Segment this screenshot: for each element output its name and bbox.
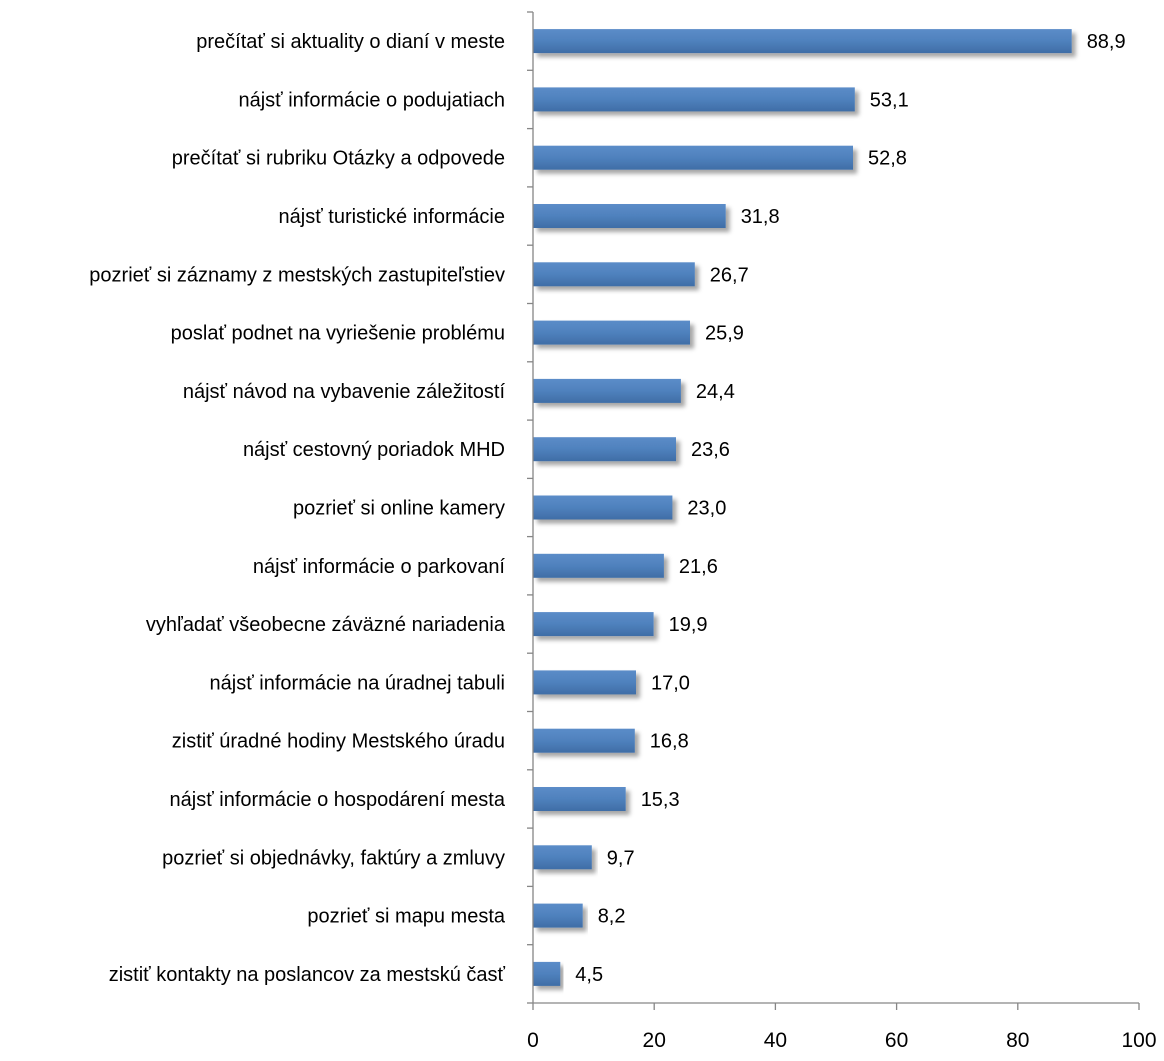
category-labels-group: prečítať si aktuality o dianí v meste náj… [89, 31, 506, 986]
bar [533, 204, 726, 228]
bar [533, 145, 853, 170]
category-label: pozrieť si záznamy z mestských zastupite… [89, 264, 505, 286]
bar [533, 320, 690, 345]
data-label: 23,0 [687, 498, 726, 520]
category-label: nájsť informácie o podujatiach [238, 89, 505, 111]
x-tick-label: 60 [885, 1029, 908, 1052]
bar [533, 87, 855, 112]
x-tick-label: 40 [764, 1029, 787, 1052]
category-label: prečítať si rubriku Otázky a odpovede [172, 148, 505, 170]
data-label: 25,9 [705, 323, 744, 345]
x-tick-label: 100 [1121, 1029, 1156, 1052]
data-label: 23,6 [691, 439, 730, 461]
x-tick-label: 80 [1006, 1029, 1029, 1052]
bar [533, 29, 1072, 54]
data-label: 8,2 [598, 906, 626, 928]
bar [533, 961, 561, 986]
bar [533, 262, 695, 287]
bar [533, 845, 592, 870]
data-label: 16,8 [650, 731, 689, 753]
category-label: nájsť informácie na úradnej tabuli [210, 672, 505, 694]
category-label: zistiť kontakty na poslancov za mestskú … [109, 964, 506, 986]
category-label: pozrieť si mapu mesta [307, 906, 505, 928]
data-label: 24,4 [696, 381, 735, 403]
bar [533, 670, 636, 695]
bar [533, 495, 673, 520]
data-label: 21,6 [679, 556, 718, 578]
bar [533, 728, 635, 753]
data-label: 15,3 [641, 789, 680, 811]
x-tick-label: 20 [643, 1029, 666, 1052]
bars-group [533, 29, 1072, 986]
category-label: nájsť turistické informácie [279, 206, 505, 228]
bar [533, 903, 583, 928]
category-label: pozrieť si online kamery [293, 498, 505, 520]
x-tick-label: 0 [527, 1029, 539, 1052]
data-label: 9,7 [607, 847, 635, 869]
category-label: vyhľadať všeobecne záväzné nariadenia [146, 614, 506, 636]
category-label: poslať podnet na vyriešenie problému [171, 323, 505, 345]
data-label: 31,8 [741, 206, 780, 228]
data-label: 52,8 [868, 148, 907, 170]
category-label: nájsť návod na vybavenie záležitostí [183, 381, 506, 403]
category-label: zistiť úradné hodiny Mestského úradu [172, 731, 505, 753]
axes-group: 0 20 40 60 80 100 [527, 11, 1157, 1052]
data-label: 53,1 [870, 89, 909, 111]
category-label: nájsť informácie o parkovaní [253, 556, 506, 578]
data-label: 4,5 [575, 964, 603, 986]
category-label: nájsť informácie o hospodárení mesta [170, 789, 506, 811]
data-label: 19,9 [669, 614, 708, 636]
value-labels-group: 88,9 53,1 52,8 31,8 26,7 25,9 24,4 23,6 23,0 21,6… [575, 31, 1125, 986]
bar [533, 437, 676, 462]
data-label: 17,0 [651, 672, 690, 694]
data-label: 26,7 [710, 264, 749, 286]
data-label: 88,9 [1087, 31, 1126, 53]
category-label: pozrieť si objednávky, faktúry a zmluvy [162, 847, 505, 869]
bar [533, 553, 664, 578]
bar [533, 612, 654, 637]
category-label: nájsť cestovný poriadok MHD [243, 439, 505, 461]
bar [533, 378, 681, 403]
bar [533, 787, 626, 811]
category-label: prečítať si aktuality o dianí v meste [196, 31, 505, 53]
